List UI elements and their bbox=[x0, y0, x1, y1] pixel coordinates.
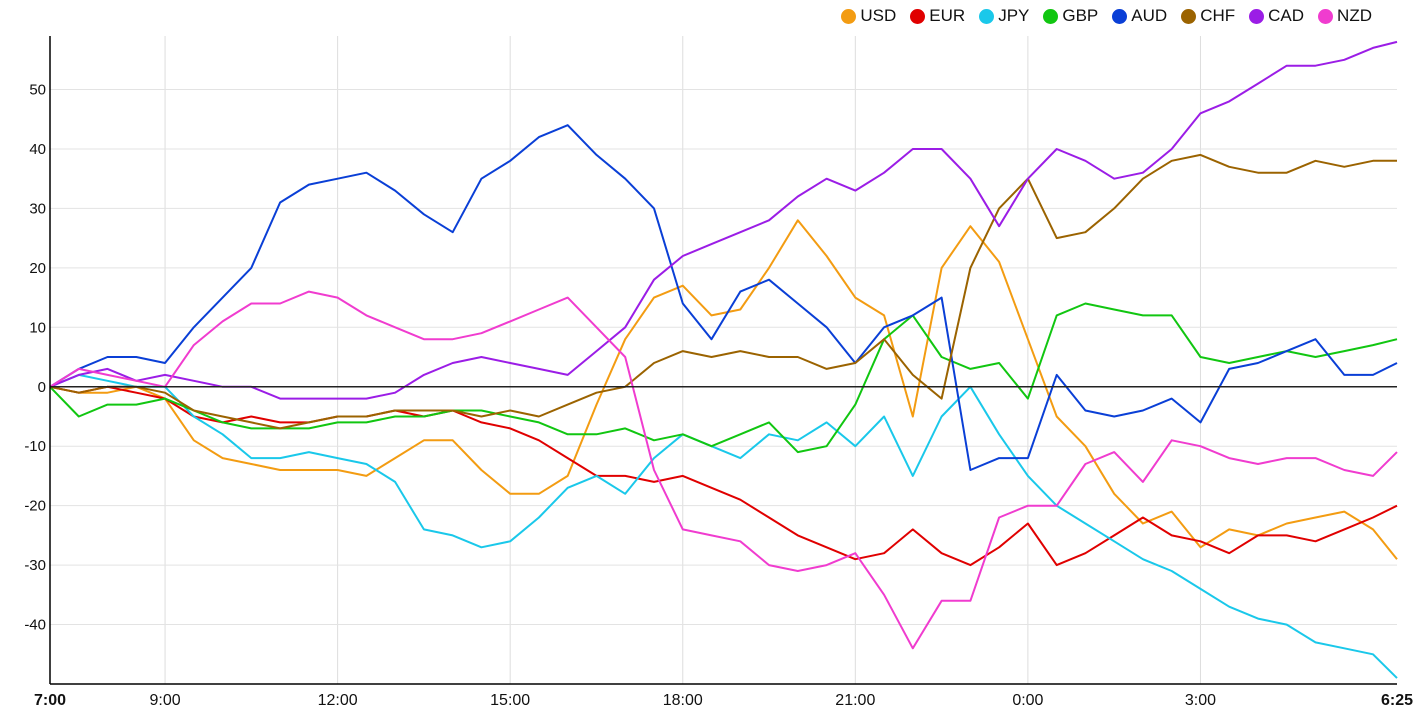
legend-item-nzd[interactable]: NZD bbox=[1318, 6, 1372, 26]
x-tick-label: 6:25 bbox=[1381, 692, 1413, 709]
legend-dot-cad bbox=[1249, 8, 1265, 24]
legend-label-cad: CAD bbox=[1268, 6, 1305, 25]
y-tick-label: -30 bbox=[24, 557, 46, 574]
legend-item-jpy[interactable]: JPY bbox=[979, 6, 1029, 26]
legend-dot-eur bbox=[910, 8, 926, 24]
series-line-gbp bbox=[49, 302, 1398, 454]
y-tick-label: 30 bbox=[29, 200, 46, 217]
y-tick-label: -10 bbox=[24, 438, 46, 455]
x-tick-label: 3:00 bbox=[1185, 692, 1216, 709]
x-tick-label: 7:00 bbox=[34, 692, 66, 709]
legend-label-gbp: GBP bbox=[1062, 6, 1099, 25]
x-tick-label: 21:00 bbox=[835, 692, 875, 709]
legend-dot-usd bbox=[841, 8, 857, 24]
legend-label-aud: AUD bbox=[1131, 6, 1168, 25]
legend-dot-jpy bbox=[979, 8, 995, 24]
x-tick-label: 15:00 bbox=[490, 692, 530, 709]
legend-item-aud[interactable]: AUD bbox=[1112, 6, 1167, 26]
legend-dot-nzd bbox=[1318, 8, 1334, 24]
legend-label-chf: CHF bbox=[1200, 6, 1236, 25]
y-tick-label: 20 bbox=[29, 260, 46, 277]
legend-dot-gbp bbox=[1043, 8, 1059, 24]
legend-item-cad[interactable]: CAD bbox=[1249, 6, 1304, 26]
y-tick-label: 10 bbox=[29, 319, 46, 336]
series-line-chf bbox=[49, 153, 1397, 430]
series-line-usd bbox=[49, 219, 1398, 560]
series-line-cad bbox=[49, 40, 1398, 400]
series-line-jpy bbox=[49, 373, 1398, 679]
x-tick-label: 9:00 bbox=[149, 692, 180, 709]
legend-dot-chf bbox=[1181, 8, 1197, 24]
legend-label-eur: EUR bbox=[929, 6, 966, 25]
legend-item-gbp[interactable]: GBP bbox=[1043, 6, 1098, 26]
series-line-aud bbox=[49, 124, 1398, 471]
legend-label-jpy: JPY bbox=[998, 6, 1030, 25]
series-line-eur bbox=[49, 385, 1398, 567]
legend-item-chf[interactable]: CHF bbox=[1181, 6, 1235, 26]
series-line-nzd bbox=[49, 290, 1398, 650]
y-tick-label: 50 bbox=[29, 82, 46, 99]
legend-label-usd: USD bbox=[860, 6, 897, 25]
x-tick-label: 0:00 bbox=[1012, 692, 1043, 709]
y-tick-label: -20 bbox=[24, 498, 46, 515]
legend-item-eur[interactable]: EUR bbox=[910, 6, 965, 26]
legend-dot-aud bbox=[1112, 8, 1128, 24]
legend: USD EUR JPY GBP AUD CHF CAD NZD bbox=[841, 6, 1372, 26]
y-tick-label: -40 bbox=[24, 617, 46, 634]
legend-item-usd[interactable]: USD bbox=[841, 6, 896, 26]
x-tick-label: 12:00 bbox=[318, 692, 358, 709]
y-tick-label: 0 bbox=[38, 379, 46, 396]
y-tick-label: 40 bbox=[29, 141, 46, 158]
legend-label-nzd: NZD bbox=[1337, 6, 1372, 25]
x-tick-label: 18:00 bbox=[663, 692, 703, 709]
